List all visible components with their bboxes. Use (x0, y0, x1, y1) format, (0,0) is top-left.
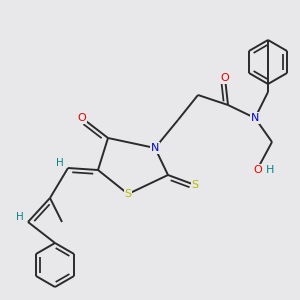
Text: S: S (124, 189, 132, 199)
Text: S: S (191, 180, 199, 190)
Text: H: H (266, 165, 274, 175)
Text: H: H (16, 212, 24, 222)
Text: O: O (254, 165, 262, 175)
Text: N: N (151, 143, 159, 153)
Text: H: H (56, 158, 64, 168)
Text: N: N (251, 113, 259, 123)
Text: O: O (78, 113, 86, 123)
Text: O: O (220, 73, 230, 83)
